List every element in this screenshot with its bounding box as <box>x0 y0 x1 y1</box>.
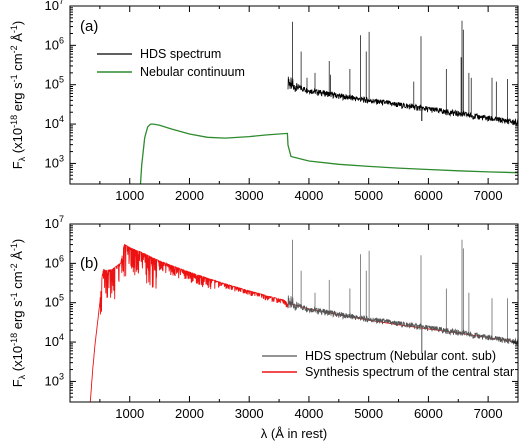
series-b-0-continuum <box>287 295 518 346</box>
axes-frame-b <box>69 223 519 403</box>
ylabel-d-a: Å <box>10 33 25 46</box>
legend-a: HDS spectrum Nebular continuum <box>97 47 245 79</box>
ylabel-e3-b: -2 <box>9 263 19 271</box>
y-tick-label-a-0: 103 <box>45 153 64 170</box>
x-tick-label-b-5: 6000 <box>414 406 443 421</box>
panel-label-b: (b) <box>80 255 98 272</box>
y-tick-label-a-3: 106 <box>45 35 64 52</box>
y-tick-label-b-4: 107 <box>45 214 64 231</box>
x-tick-label-b-1: 2000 <box>175 406 204 421</box>
legend-label-hds-sub: HDS spectrum (Nebular cont. sub) <box>305 349 496 363</box>
plot-area-b: 1000 2000 3000 4000 5000 6000 7000 103 104 105 106… <box>45 214 518 421</box>
x-tick-label-b-2: 3000 <box>235 406 264 421</box>
x-tick-label-b-4: 5000 <box>354 406 383 421</box>
y-tick-label-b-2: 105 <box>45 293 64 310</box>
x-tick-label-a-6: 7000 <box>474 188 503 203</box>
x-tick-label-a-4: 5000 <box>354 188 383 203</box>
x-tick-label-b-0: 1000 <box>115 406 144 421</box>
plot-area-a: 1000 2000 3000 4000 5000 6000 7000 103 104 105 106… <box>45 0 518 203</box>
x-tick-label-a-0: 1000 <box>115 188 144 203</box>
x-tick-label-a-2: 3000 <box>235 188 264 203</box>
axes-frame-a <box>69 5 519 185</box>
ylabel-e1-b: -18 <box>9 333 19 346</box>
ylabel-sub-a: λ <box>17 156 27 161</box>
legend-label-hds: HDS spectrum <box>140 47 221 61</box>
ylabel-e4-b: -1 <box>9 243 19 251</box>
y-tick-label-b-3: 106 <box>45 253 64 270</box>
ylabel-a-a: (x10 <box>10 128 25 157</box>
panel-b: 1000 2000 3000 4000 5000 6000 7000 103 104 105 106… <box>9 214 519 441</box>
series-a-1-line <box>139 123 518 184</box>
ylabel-e2-a: -1 <box>9 74 19 82</box>
ylabel-e2-b: -1 <box>9 292 19 300</box>
y-axis-label-b: Fλ (x10-18 erg s-1 cm-2 Å-1) <box>9 239 27 388</box>
ylabel-sub-b: λ <box>17 374 27 379</box>
panel-label-a: (a) <box>80 18 98 35</box>
ylabel-e3-a: -2 <box>9 45 19 53</box>
legend-label-nebular: Nebular continuum <box>140 65 245 79</box>
ylabel-b-a: erg s <box>10 82 25 115</box>
ylabel-e-a: ) <box>10 21 25 25</box>
ylabel-main-b: F <box>10 379 25 387</box>
ylabel-e1-a: -18 <box>9 115 19 128</box>
plot-clip-b <box>89 239 518 402</box>
ylabel-main-a: F <box>10 161 25 169</box>
y-tick-label-b-0: 103 <box>45 371 64 388</box>
plot-clip-a <box>139 20 518 184</box>
y-tick-label-a-4: 107 <box>45 0 64 13</box>
ylabel-e-b: ) <box>10 239 25 243</box>
x-tick-label-b-6: 7000 <box>474 406 503 421</box>
panel-a: 1000 2000 3000 4000 5000 6000 7000 103 104 105 106… <box>9 0 519 203</box>
legend-label-synthesis: Synthesis spectrum of the central star <box>305 365 514 379</box>
ylabel-c-b: cm <box>10 271 25 292</box>
y-tick-label-a-1: 104 <box>45 114 64 131</box>
x-tick-label-a-3: 4000 <box>294 188 323 203</box>
ylabel-e4-a: -1 <box>9 25 19 33</box>
ylabel-d-b: Å <box>10 251 25 264</box>
legend-b: HDS spectrum (Nebular cont. sub) Synthes… <box>262 349 514 379</box>
y-axis-label-a: Fλ (x10-18 erg s-1 cm-2 Å-1) <box>9 21 27 170</box>
ylabel-c-a: cm <box>10 53 25 74</box>
series-a-0-continuum <box>287 76 518 126</box>
x-tick-label-a-5: 6000 <box>414 188 443 203</box>
x-tick-label-a-1: 2000 <box>175 188 204 203</box>
ylabel-b-b: erg s <box>10 300 25 333</box>
x-tick-label-b-3: 4000 <box>294 406 323 421</box>
y-tick-label-b-1: 104 <box>45 332 64 349</box>
x-axis-label-b: λ (Å in rest) <box>261 426 327 441</box>
y-tick-label-a-2: 105 <box>45 75 64 92</box>
ylabel-a-b: (x10 <box>10 346 25 375</box>
